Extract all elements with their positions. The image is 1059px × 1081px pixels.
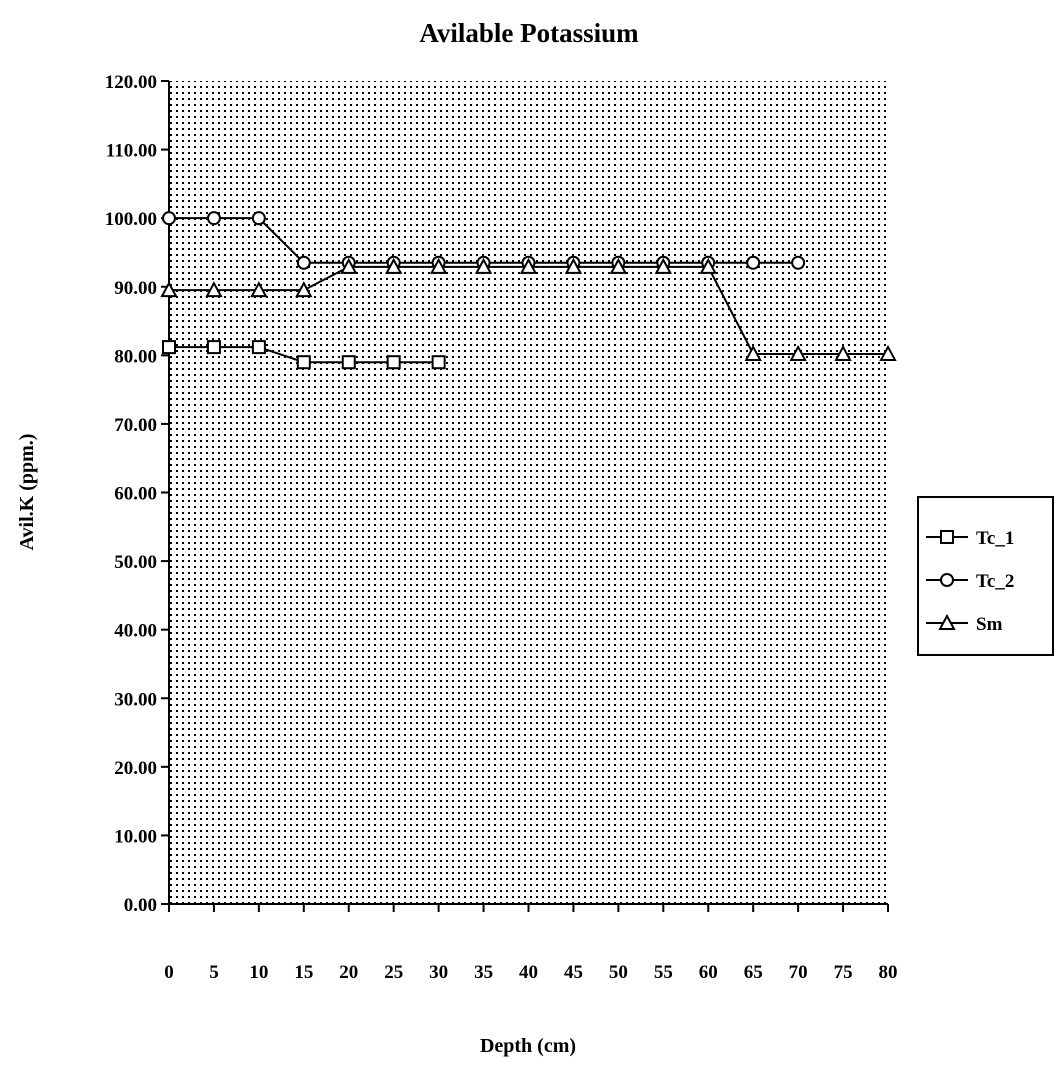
x-tick-label: 20 (339, 962, 358, 983)
y-tick-label: 20.00 (114, 758, 157, 779)
data-point-sm (205, 281, 223, 298)
x-tick-label: 75 (834, 962, 853, 983)
data-point-sm (879, 344, 897, 361)
y-tick-label: 90.00 (114, 278, 157, 299)
x-tick-label: 15 (294, 962, 313, 983)
data-point-tc-1 (251, 340, 266, 355)
data-point-tc-1 (296, 355, 311, 370)
legend-marker (940, 573, 954, 587)
data-point-sm (609, 257, 628, 274)
data-point-sm (474, 257, 493, 274)
data-point-sm (654, 257, 672, 274)
y-tick-label: 50.00 (114, 552, 157, 573)
data-point-sm (160, 281, 178, 298)
data-point-tc-1 (386, 355, 401, 370)
data-point-tc-2 (791, 255, 806, 270)
y-tick-label: 70.00 (114, 415, 157, 436)
x-tick-label: 80 (879, 962, 898, 983)
y-tick-label: 10.00 (114, 826, 157, 847)
plot-area (169, 81, 888, 904)
legend-item-tc-2: Tc_2 (926, 571, 1014, 592)
y-tick-label: 120.00 (105, 72, 157, 93)
series-layer (160, 211, 897, 370)
legend-marker (938, 613, 956, 630)
legend-label: Tc_2 (976, 571, 1014, 592)
data-point-tc-1 (206, 340, 221, 355)
data-point-tc-2 (296, 255, 311, 270)
x-axis-title: Depth (cm) (480, 1035, 576, 1057)
chart-title: Avilable Potassium (419, 18, 639, 48)
data-point-tc-1 (341, 355, 356, 370)
data-point-sm (250, 281, 268, 298)
legend-marker (940, 530, 954, 544)
x-tick-label: 40 (519, 962, 538, 983)
y-tick-label: 40.00 (114, 621, 157, 642)
y-tick-label: 80.00 (114, 346, 157, 367)
x-tick-label: 55 (654, 962, 673, 983)
x-tick-label: 25 (384, 962, 403, 983)
legend-item-sm: Sm (926, 613, 1003, 635)
data-point-tc-2 (746, 255, 761, 270)
y-tick-label: 30.00 (114, 689, 157, 710)
y-axis-title: Avil.K (ppm.) (16, 434, 38, 551)
legend-item-tc-1: Tc_1 (926, 528, 1014, 549)
x-tick-label: 65 (744, 962, 763, 983)
data-point-sm (744, 344, 762, 361)
y-tick-label: 0.00 (124, 895, 157, 916)
x-axis-ticks: 0 5 10 15 20 25 30 35 40 45 50 55 60 65 70 75 80 (164, 904, 898, 983)
data-point-tc-2 (251, 211, 266, 226)
x-tick-label: 30 (429, 962, 448, 983)
x-tick-label: 10 (249, 962, 268, 983)
data-point-tc-1 (162, 340, 176, 355)
data-point-sm (789, 344, 807, 361)
data-point-sm (519, 257, 538, 274)
x-tick-label: 60 (699, 962, 718, 983)
x-tick-label: 45 (564, 962, 583, 983)
data-point-sm (834, 344, 852, 361)
data-point-sm (429, 257, 448, 274)
series-tc-1 (162, 340, 446, 370)
data-point-tc-1 (431, 355, 446, 370)
data-point-tc-2 (162, 211, 176, 226)
data-point-tc-2 (206, 211, 221, 226)
x-tick-label: 0 (164, 962, 174, 983)
y-tick-label: 100.00 (105, 209, 157, 230)
x-tick-label: 70 (789, 962, 808, 983)
y-tick-label: 110.00 (106, 141, 157, 162)
data-point-sm (699, 257, 717, 274)
y-axis-ticks: 0.00 10.00 20.00 30.00 40.00 50.00 60.00 70.00 8… (105, 72, 169, 916)
data-point-sm (295, 281, 313, 298)
data-point-sm (340, 257, 358, 274)
legend-label: Tc_1 (976, 528, 1014, 549)
series-sm (160, 257, 897, 361)
x-tick-label: 50 (609, 962, 628, 983)
legend: Tc_1 Tc_2 Sm (917, 496, 1054, 656)
x-tick-label: 5 (209, 962, 219, 983)
legend-label: Sm (976, 614, 1003, 635)
data-point-sm (385, 257, 403, 274)
y-tick-label: 60.00 (114, 484, 157, 505)
x-tick-label: 35 (474, 962, 493, 983)
data-point-sm (564, 257, 583, 274)
